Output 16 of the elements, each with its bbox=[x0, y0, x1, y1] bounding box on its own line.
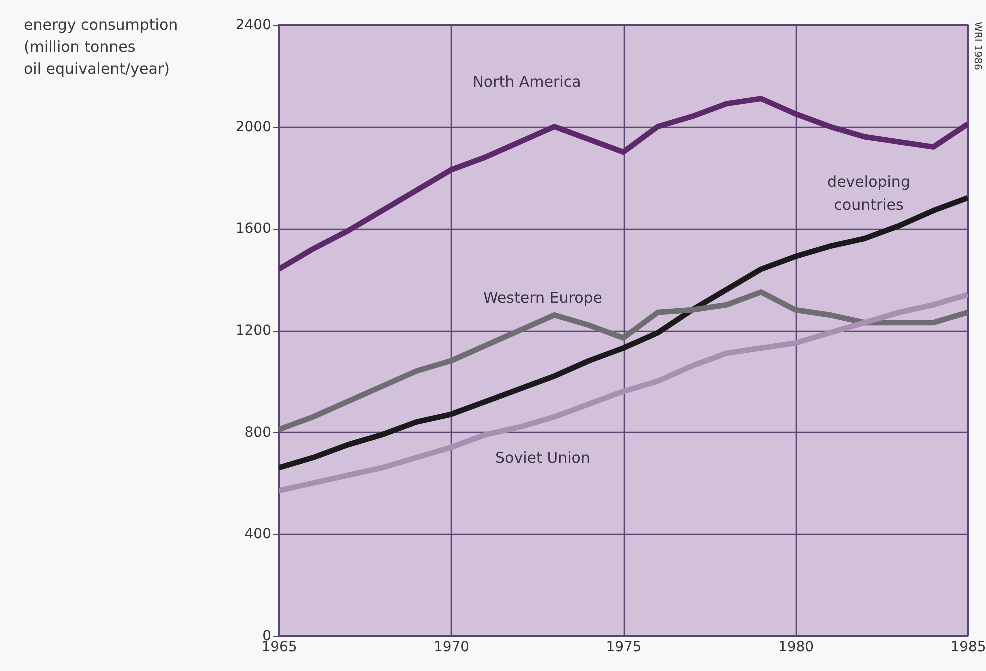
x-tick-label: 1985 bbox=[950, 640, 986, 656]
y-tick-label: 1600 bbox=[236, 221, 272, 238]
y-tick-label: 2000 bbox=[236, 119, 272, 136]
y-tick-label: 1200 bbox=[236, 323, 272, 339]
y-tick-label: 400 bbox=[244, 526, 272, 543]
y-tick-label: 800 bbox=[244, 424, 272, 441]
y-axis-title: energy consumption (million tonnes oil equivalent/year) bbox=[24, 16, 178, 78]
series-label: Soviet Union bbox=[496, 449, 590, 467]
text: WRI 1986 bbox=[972, 22, 983, 70]
x-tick-label: 1975 bbox=[606, 640, 642, 656]
x-tick-label: 1980 bbox=[778, 640, 814, 656]
x-tick-label: 1970 bbox=[434, 640, 470, 656]
series-label: Western Europe bbox=[483, 289, 603, 307]
y-tick-label: 2400 bbox=[236, 18, 272, 34]
text: North America bbox=[472, 73, 582, 91]
series-label: developing countries bbox=[828, 173, 910, 214]
